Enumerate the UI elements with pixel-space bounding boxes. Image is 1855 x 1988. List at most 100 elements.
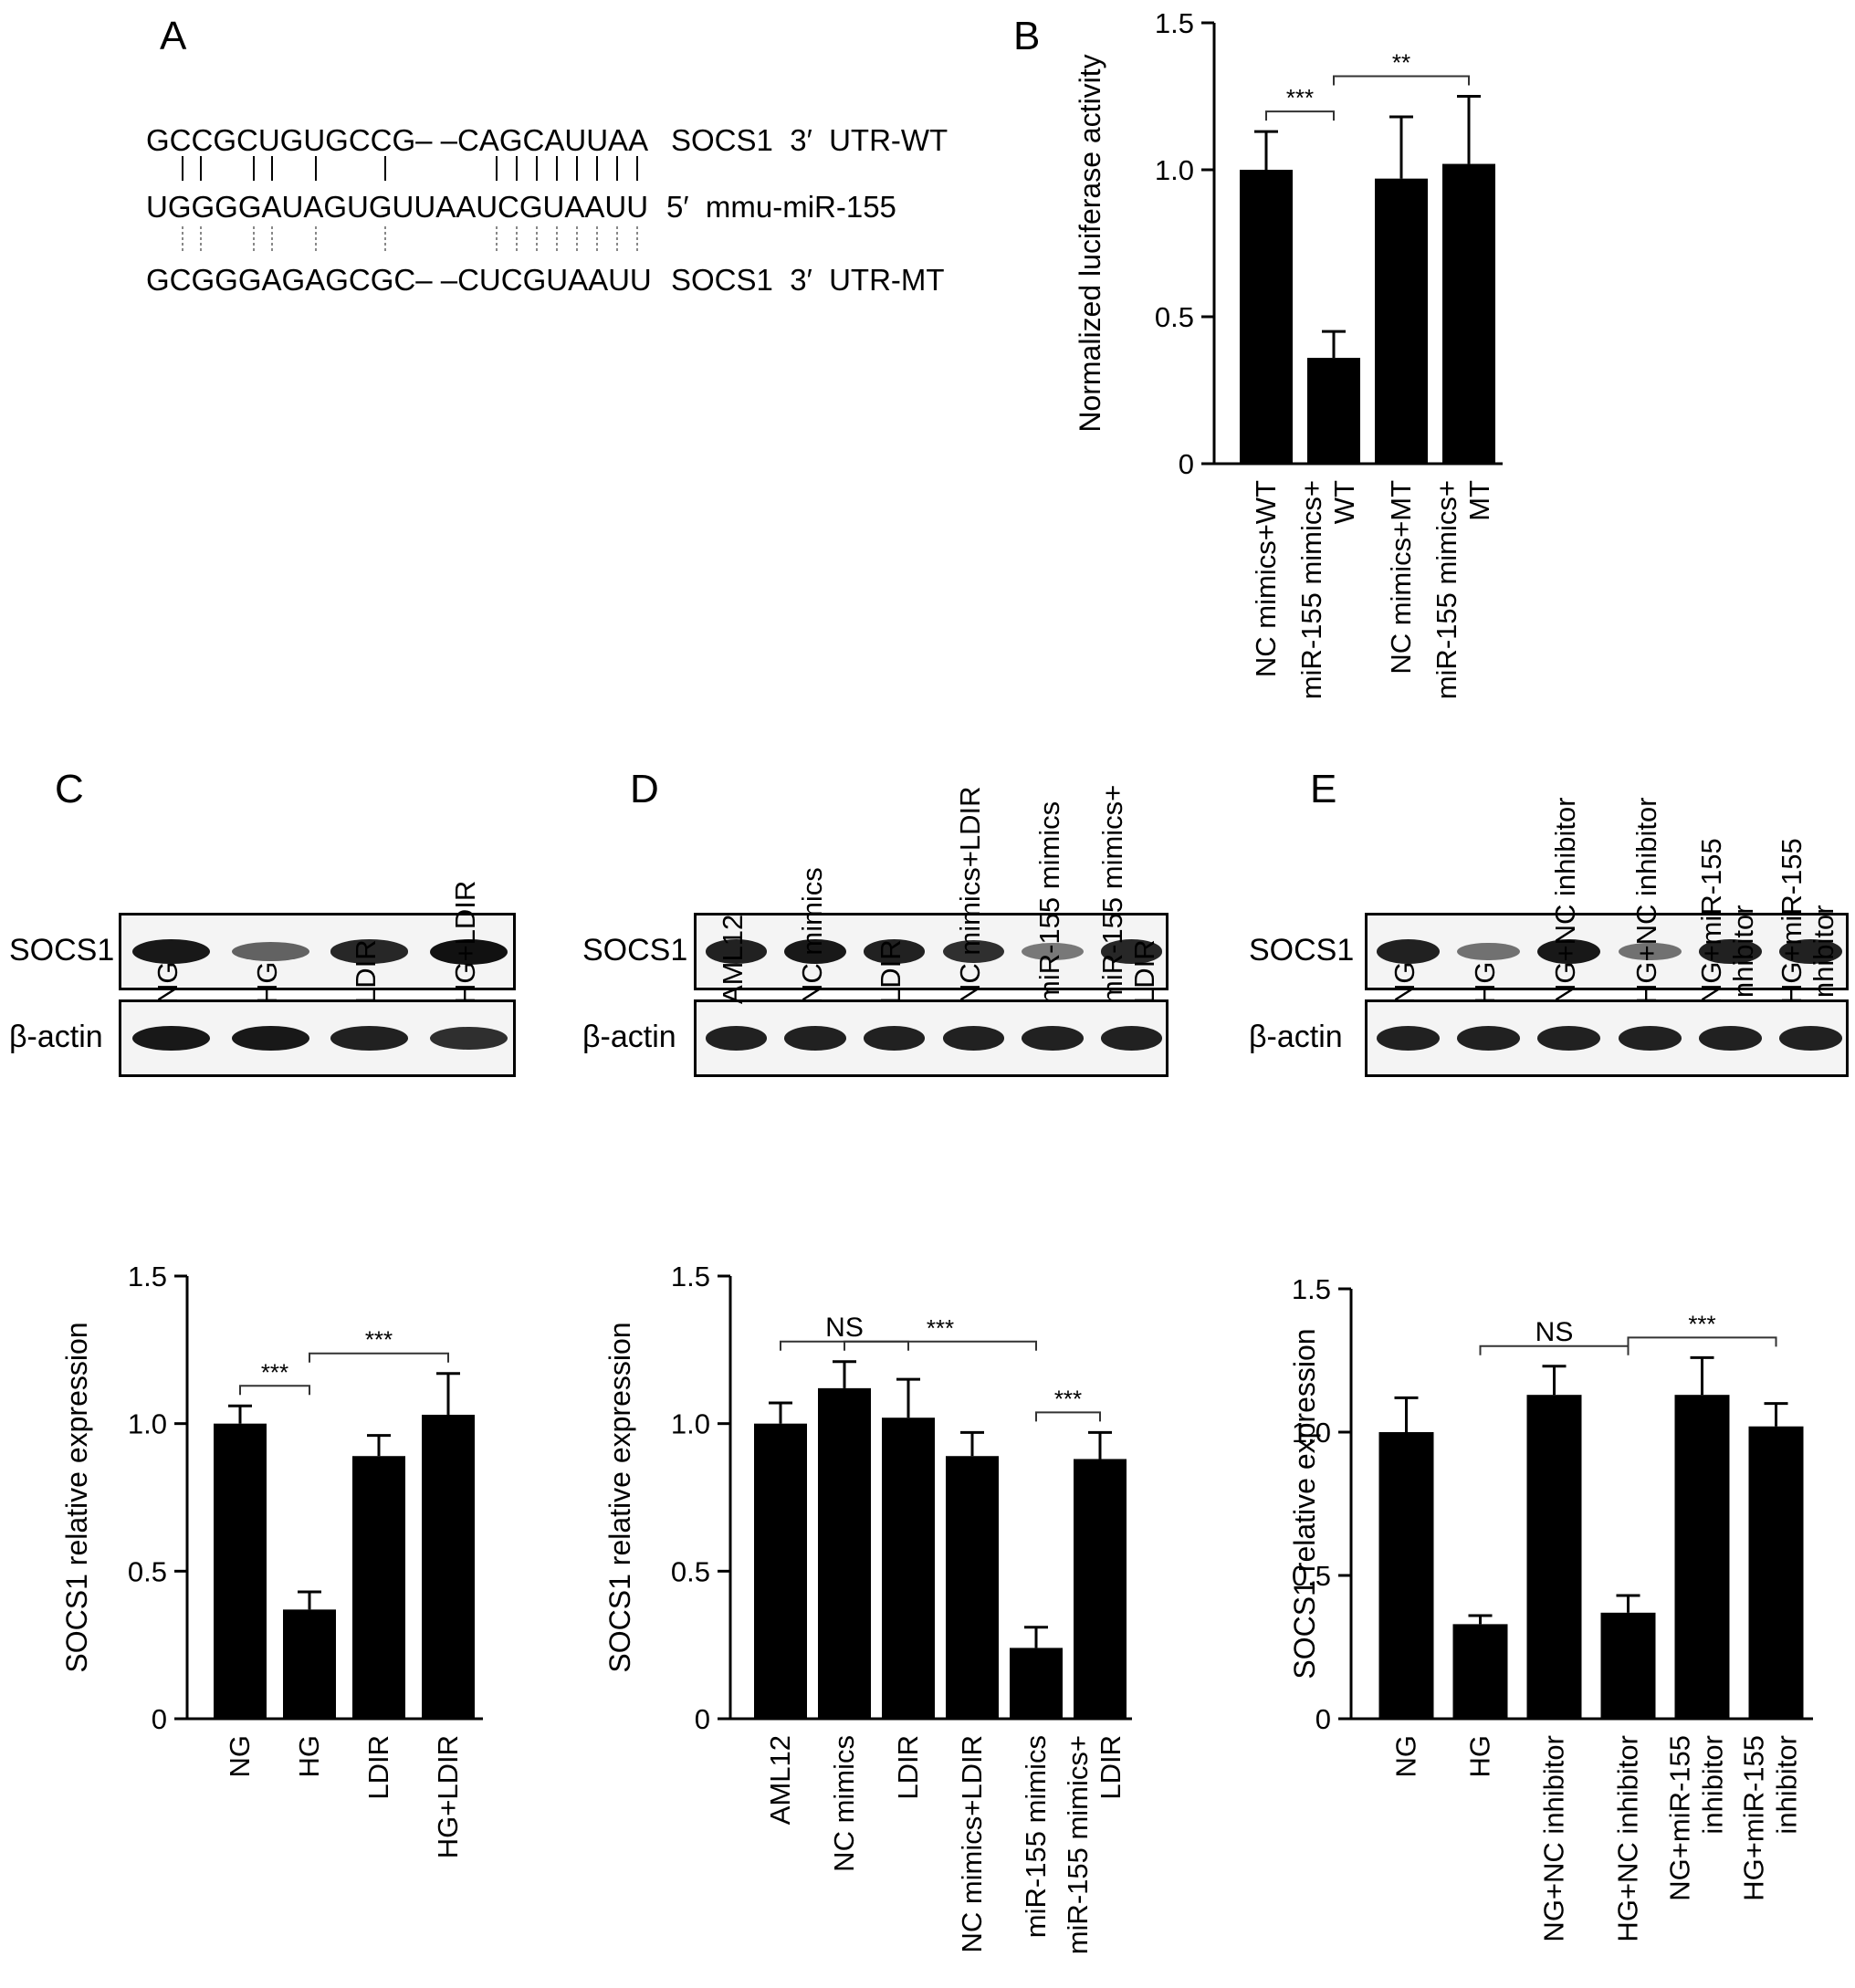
- band: [1100, 1026, 1163, 1051]
- chart-e-sig-bracket: [1627, 1336, 1777, 1347]
- band: [1457, 942, 1520, 961]
- chart-d-sig-label: NS: [825, 1313, 864, 1343]
- blot-row-c-socs1: [119, 913, 516, 990]
- chart-e-sig-label: ***: [1688, 1310, 1715, 1337]
- tick-label-line: inhibitor: [1771, 1735, 1803, 1835]
- chart-b-sig-bracket: [1265, 110, 1335, 121]
- band: [1779, 939, 1843, 964]
- blot-row-label: SOCS1: [582, 933, 688, 968]
- mir155-sequence: UGGGGAUAGUGUUAAUCGUAAUU: [146, 190, 649, 224]
- tick-label-line: miR-155 mimics+: [1062, 1735, 1094, 1954]
- tick-label-line: LDIR: [1095, 1735, 1127, 1800]
- tick-label-line: HG: [1464, 1735, 1496, 1778]
- tick-label-line: HG+miR-155: [1738, 1735, 1770, 1901]
- band: [705, 1026, 768, 1051]
- blot-row-d-socs1: [694, 913, 1169, 990]
- blot-row-d-actin: [694, 999, 1169, 1077]
- tick-label-line: LDIR: [362, 1735, 394, 1800]
- chart-b-y-tick-label: 0.5: [1155, 301, 1194, 333]
- tick-label-line: MT: [1463, 480, 1495, 521]
- mir155-label: 5′ mmu-miR-155: [666, 190, 896, 224]
- band: [1537, 1026, 1601, 1051]
- chart-e-x-tick-label: HG+NC inhibitor: [1612, 1735, 1644, 1942]
- chart-b-bar: [1307, 358, 1360, 464]
- chart-b-x-tick-label: miR-155 mimics+WT: [1295, 480, 1360, 699]
- chart-e-y-tick-label: 1.5: [1292, 1273, 1331, 1305]
- tick-label-line: NC mimics+LDIR: [956, 1735, 988, 1953]
- band: [430, 1026, 508, 1051]
- chart-b-sig-label: **: [1392, 49, 1410, 77]
- chart-d-bar: [1010, 1648, 1063, 1719]
- chart-d-x-tick-label: NC mimics+LDIR: [956, 1735, 988, 1953]
- chart-c-y-axis-label: SOCS1 relative expression: [60, 1322, 93, 1672]
- band: [1537, 938, 1601, 965]
- chart-c-y-tick-label: 0.5: [128, 1555, 167, 1587]
- utr-wt-sequence: GCCGCUGUGCCG– –CAGCAUUAA: [146, 123, 649, 157]
- tick-label-line: HG+LDIR: [432, 1735, 464, 1858]
- blot-row-label: SOCS1: [1249, 933, 1355, 968]
- tick-label-line: HG+NC inhibitor: [1612, 1735, 1644, 1942]
- chart-b-x-tick-label: miR-155 mimics+MT: [1431, 480, 1495, 699]
- band: [784, 1026, 846, 1051]
- band: [1100, 939, 1163, 964]
- chart-e-bar: [1452, 1624, 1508, 1719]
- chart-e-bar: [1378, 1432, 1434, 1719]
- chart-d-sig-bracket: [844, 1340, 1037, 1351]
- chart-d-bar: [818, 1387, 871, 1719]
- blot-row-e-socs1: [1365, 913, 1849, 990]
- band: [1699, 1026, 1762, 1051]
- chart-c-y-tick-label: 1.0: [128, 1408, 167, 1440]
- tick-label-line: NG+NC inhibitor: [1538, 1735, 1570, 1942]
- blot-row-label: β-actin: [1249, 1020, 1343, 1054]
- band: [942, 1026, 1005, 1051]
- chart-c-bar: [352, 1456, 405, 1719]
- chart-c-y-tick-label: 1.5: [128, 1261, 167, 1292]
- chart-d-x-tick-label: AML12: [764, 1735, 796, 1825]
- chart-e-sig-bracket: [1479, 1345, 1630, 1355]
- band: [231, 1025, 309, 1052]
- band: [1618, 1026, 1682, 1051]
- panel-letter-b: B: [1013, 14, 1041, 58]
- blot-row-e-actin: [1365, 999, 1849, 1077]
- chart-c-x-tick-label: HG+LDIR: [432, 1735, 464, 1858]
- chart-c-sig-bracket: [309, 1352, 449, 1363]
- band: [1376, 939, 1440, 964]
- chart-e-bar: [1674, 1395, 1730, 1719]
- tick-label-line: LDIR: [892, 1735, 924, 1800]
- chart-c-y-tick-label: 0: [152, 1703, 167, 1735]
- chart-b-x-tick-label: NC mimics+WT: [1250, 480, 1282, 677]
- chart-d-y-tick-label: 1.0: [671, 1408, 710, 1440]
- chart-b-y-tick-label: 0: [1179, 448, 1194, 480]
- tick-label-line: miR-155 mimics: [1020, 1735, 1052, 1938]
- chart-b-sig-label: ***: [1286, 84, 1314, 111]
- utr-mt-label: SOCS1 3′ UTR-MT: [671, 263, 945, 297]
- tick-label-line: HG: [293, 1735, 325, 1778]
- chart-d-sig-bracket: [1035, 1411, 1101, 1422]
- tick-label-line: miR-155 mimics+: [1295, 480, 1327, 699]
- chart-d-x-tick-label: miR-155 mimics+LDIR: [1062, 1735, 1127, 1954]
- tick-label-line: WT: [1328, 480, 1360, 524]
- panel-letter-e: E: [1310, 767, 1337, 811]
- chart-d-y-tick-label: 0: [695, 1703, 710, 1735]
- chart-c-x-tick-label: LDIR: [362, 1735, 394, 1800]
- chart-d-y-axis-label: SOCS1 relative expression: [603, 1322, 636, 1672]
- band: [1376, 1026, 1440, 1051]
- chart-e-y-tick-label: 1.0: [1292, 1417, 1331, 1449]
- band: [705, 939, 768, 964]
- tick-label-line: NC mimics+MT: [1385, 480, 1417, 675]
- chart-b-bar: [1240, 170, 1293, 464]
- panel-letter-c: C: [55, 767, 84, 811]
- band: [330, 1026, 409, 1051]
- band: [863, 939, 926, 964]
- chart-c-bar: [283, 1609, 336, 1719]
- chart-e-x-tick-label: HG: [1464, 1735, 1496, 1778]
- chart-d-bar: [946, 1456, 999, 1719]
- tick-label-line: NG: [224, 1735, 256, 1778]
- band: [1618, 942, 1682, 961]
- tick-label-line: inhibitor: [1697, 1735, 1729, 1835]
- tick-label-line: NG+miR-155: [1664, 1735, 1696, 1901]
- chart-d-y-tick-label: 0.5: [671, 1555, 710, 1587]
- band: [330, 939, 409, 964]
- band: [863, 1026, 926, 1051]
